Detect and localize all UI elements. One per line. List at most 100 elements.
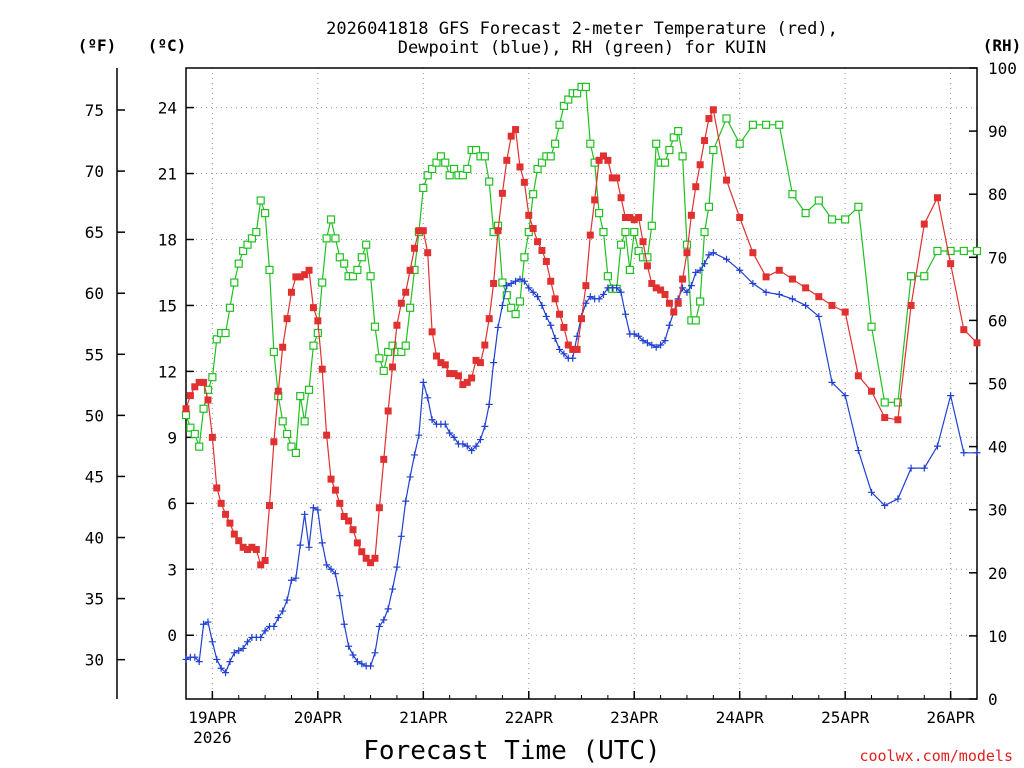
celsius-tick-label: 12 — [158, 362, 177, 381]
dewpoint-point — [287, 576, 295, 584]
temperature-point — [490, 279, 498, 287]
dewpoint-point — [534, 293, 542, 301]
credit-link[interactable]: coolwx.com/models — [859, 747, 1013, 765]
rh-point — [340, 259, 349, 268]
temperature-point — [749, 249, 757, 257]
dewpoint-point — [345, 642, 353, 650]
dewpoint-point — [881, 502, 889, 510]
dewpoint-point — [665, 321, 673, 329]
temperature-point — [397, 299, 405, 307]
rh-point — [485, 177, 494, 186]
dewpoint-point — [854, 447, 862, 455]
temperature-point — [591, 196, 599, 204]
rh-point — [933, 246, 942, 256]
rh-point — [880, 398, 889, 407]
rh-point — [678, 152, 687, 161]
dewpoint-point — [446, 429, 454, 437]
rh-point — [735, 139, 744, 148]
temperature-point — [279, 343, 287, 351]
dewpoint-point — [868, 488, 876, 496]
rh-point — [647, 221, 656, 230]
rh-point — [946, 246, 955, 256]
temperature-point — [248, 543, 256, 551]
rh-point — [761, 120, 771, 129]
temperature-point — [652, 284, 660, 292]
dewpoint-point — [551, 334, 559, 342]
dewpoint-point — [683, 288, 691, 296]
rh-point — [375, 354, 384, 363]
temperature-point — [283, 315, 291, 323]
dewpoint-point — [397, 532, 405, 540]
temperature-point — [705, 115, 713, 123]
temperature-point — [340, 513, 348, 521]
celsius-tick-label: 18 — [158, 230, 177, 249]
dewpoint-point — [380, 616, 388, 624]
temperature-point — [582, 282, 590, 290]
temperature-point — [309, 304, 317, 312]
temperature-point — [635, 214, 643, 222]
rh-point — [261, 209, 270, 218]
temperature-point — [626, 214, 634, 222]
temperature-point — [551, 295, 559, 303]
rh-point — [537, 158, 547, 167]
dewpoint-point — [701, 260, 709, 268]
dewpoint-point — [296, 541, 304, 549]
temperature-point — [424, 249, 432, 257]
temperature-point — [736, 214, 744, 222]
dewpoint-point — [222, 669, 230, 677]
dewpoint-point — [208, 638, 216, 646]
dewpoint-point — [705, 251, 713, 259]
dewpoint-point — [217, 664, 225, 672]
temperature-point — [960, 326, 968, 334]
temperature-point — [454, 372, 462, 380]
dewpoint-point — [635, 332, 643, 340]
dewpoint-point — [235, 647, 243, 655]
dewpoint-point — [384, 605, 392, 613]
celsius-tick-label: 15 — [158, 296, 177, 315]
dewpoint-point — [556, 345, 564, 353]
temperature-point — [217, 499, 225, 507]
rh-point — [458, 171, 467, 180]
temperature-point — [569, 345, 577, 353]
celsius-tick-label: 3 — [167, 560, 177, 579]
temperature-point — [349, 526, 357, 534]
temperature-point — [709, 106, 717, 114]
dewpoint-point — [261, 627, 269, 635]
rh-point — [801, 209, 810, 218]
dewpoint-point — [331, 570, 339, 578]
fahrenheit-tick-label: 40 — [85, 529, 104, 548]
dewpoint-point — [613, 284, 621, 292]
rh-point — [449, 164, 459, 174]
temperature-point — [402, 288, 410, 296]
dewpoint-point — [463, 442, 471, 450]
dewpoint-point — [200, 620, 208, 628]
rh-point — [199, 404, 208, 413]
rh-point — [406, 303, 415, 312]
rh-point — [621, 227, 630, 237]
dewpoint-point — [709, 249, 717, 257]
dewpoint-point — [406, 473, 414, 481]
x-tick-label: 26APR — [927, 708, 976, 727]
dewpoint-point — [239, 644, 247, 652]
dewpoint-point — [639, 337, 647, 345]
temperature-point — [775, 266, 783, 274]
temperature-point — [336, 499, 344, 507]
celsius-tick-label: 9 — [167, 428, 177, 447]
rh-point — [322, 234, 331, 243]
temperature-point — [406, 266, 414, 274]
rh-point — [630, 227, 639, 237]
dewpoint-point — [270, 622, 278, 630]
temperature-point — [894, 416, 902, 424]
fahrenheit-tick-label: 65 — [85, 223, 104, 242]
rh-point — [643, 253, 652, 262]
dewpoint-point — [542, 312, 550, 320]
dewpoint-point — [459, 440, 467, 448]
dewpoint-point — [353, 658, 361, 666]
rh-point — [379, 366, 388, 375]
temperature-point — [534, 238, 542, 246]
rh-point — [625, 265, 634, 275]
temperature-point — [261, 556, 269, 564]
x-tick-sublabel: 2026 — [193, 728, 232, 747]
temperature-point — [235, 537, 243, 545]
